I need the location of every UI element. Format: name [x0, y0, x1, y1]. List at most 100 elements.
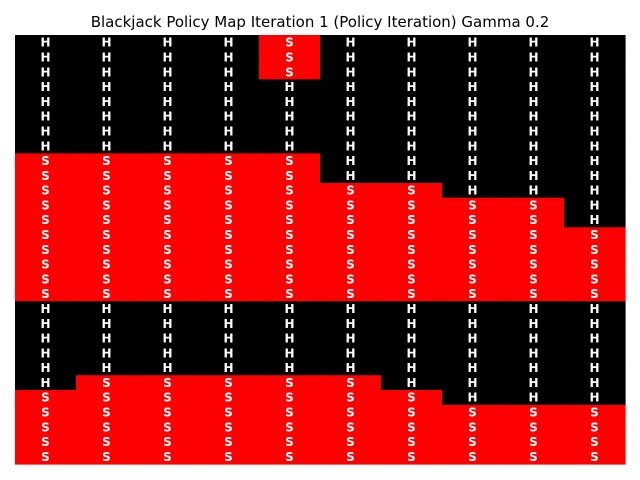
cell-action-label: S: [529, 420, 538, 434]
cell-action-label: H: [345, 36, 355, 50]
cell-action-label: S: [285, 198, 294, 212]
cell-action-label: S: [529, 450, 538, 464]
cell-action-label: H: [284, 124, 294, 138]
cell-action-label: S: [102, 184, 111, 198]
heatmap-cell: [503, 390, 565, 406]
cell-action-label: S: [346, 406, 355, 420]
cell-action-label: S: [224, 391, 233, 405]
heatmap-cell: [442, 79, 504, 95]
cell-action-label: H: [345, 124, 355, 138]
heatmap-cell: [564, 212, 626, 228]
heatmap-cell: [15, 35, 77, 51]
heatmap-cell: [564, 153, 626, 169]
heatmap-cell: [442, 242, 504, 258]
cell-action-label: H: [589, 36, 599, 50]
heatmap-cell: [259, 79, 321, 95]
heatmap-cell: [381, 375, 443, 391]
heatmap-cell: [381, 227, 443, 243]
heatmap-cell: [259, 360, 321, 376]
heatmap-cell: [564, 242, 626, 258]
heatmap-cell: [15, 316, 77, 332]
heatmap-cell: [381, 301, 443, 317]
heatmap-cell: [15, 345, 77, 362]
heatmap-cell: [503, 64, 565, 80]
heatmap-cell: [564, 182, 626, 199]
cell-action-label: H: [40, 50, 50, 64]
heatmap-cell: [259, 182, 321, 199]
cell-action-label: H: [162, 332, 172, 346]
heatmap-cell: [259, 242, 321, 258]
heatmap-cell: [15, 256, 77, 273]
cell-action-label: S: [224, 435, 233, 449]
cell-action-label: S: [407, 391, 416, 405]
heatmap-cell: [76, 168, 138, 184]
cell-action-label: S: [529, 258, 538, 272]
heatmap-cell: [320, 64, 382, 80]
heatmap-cell: [198, 138, 260, 154]
cell-action-label: S: [285, 435, 294, 449]
heatmap-cell: [564, 79, 626, 95]
cell-action-label: H: [406, 36, 416, 50]
cell-action-label: S: [41, 420, 50, 434]
heatmap-cell: [76, 271, 138, 288]
heatmap-cell: [259, 138, 321, 154]
heatmap-cell: [76, 390, 138, 406]
heatmap-cell: [15, 390, 77, 406]
heatmap-cell: [442, 286, 504, 302]
cell-action-label: H: [40, 376, 50, 390]
heatmap-cell: [503, 138, 565, 154]
cell-action-label: H: [40, 302, 50, 316]
heatmap-cell: [15, 419, 77, 436]
cell-action-label: H: [467, 361, 477, 375]
heatmap-cell: [564, 64, 626, 80]
heatmap-cell: [15, 242, 77, 258]
heatmap-cell: [320, 301, 382, 317]
cell-action-label: H: [40, 139, 50, 153]
heatmap-cell: [259, 345, 321, 362]
heatmap-cell: [76, 108, 138, 125]
cell-action-label: S: [590, 420, 599, 434]
cell-action-label: S: [41, 243, 50, 257]
heatmap-cell: [198, 419, 260, 436]
cell-action-label: H: [528, 302, 538, 316]
cell-action-label: H: [467, 65, 477, 79]
heatmap-cell: [259, 64, 321, 80]
cell-action-label: S: [346, 376, 355, 390]
heatmap-cell: [442, 330, 504, 347]
heatmap-cell: [503, 375, 565, 391]
heatmap-cell: [76, 242, 138, 258]
heatmap-cell: [442, 49, 504, 66]
cell-action-label: S: [224, 154, 233, 168]
cell-action-label: S: [407, 406, 416, 420]
cell-action-label: H: [162, 346, 172, 360]
cell-action-label: H: [101, 95, 111, 109]
cell-action-label: H: [528, 332, 538, 346]
cell-action-label: H: [101, 139, 111, 153]
cell-action-label: S: [224, 228, 233, 242]
heatmap-cell: [137, 345, 199, 362]
heatmap-cell: [198, 375, 260, 391]
cell-action-label: S: [224, 376, 233, 390]
heatmap-cell: [259, 390, 321, 406]
heatmap-cell: [503, 79, 565, 95]
cell-action-label: H: [284, 95, 294, 109]
heatmap-cell: [381, 330, 443, 347]
heatmap-cell: [259, 271, 321, 288]
cell-action-label: H: [528, 95, 538, 109]
heatmap-cell: [503, 256, 565, 273]
heatmap-cell: [259, 449, 321, 465]
cell-action-label: H: [528, 317, 538, 331]
cell-action-label: H: [162, 110, 172, 124]
heatmap-cell: [15, 271, 77, 288]
heatmap-cell: [137, 49, 199, 66]
cell-action-label: S: [102, 154, 111, 168]
cell-action-label: H: [528, 124, 538, 138]
cell-action-label: S: [224, 287, 233, 301]
cell-action-label: H: [101, 332, 111, 346]
heatmap-cell: [320, 168, 382, 184]
heatmap-cell: [381, 197, 443, 214]
heatmap-cell: [381, 79, 443, 95]
heatmap-cell: [503, 345, 565, 362]
cell-action-label: H: [345, 332, 355, 346]
heatmap-cell: [442, 182, 504, 199]
